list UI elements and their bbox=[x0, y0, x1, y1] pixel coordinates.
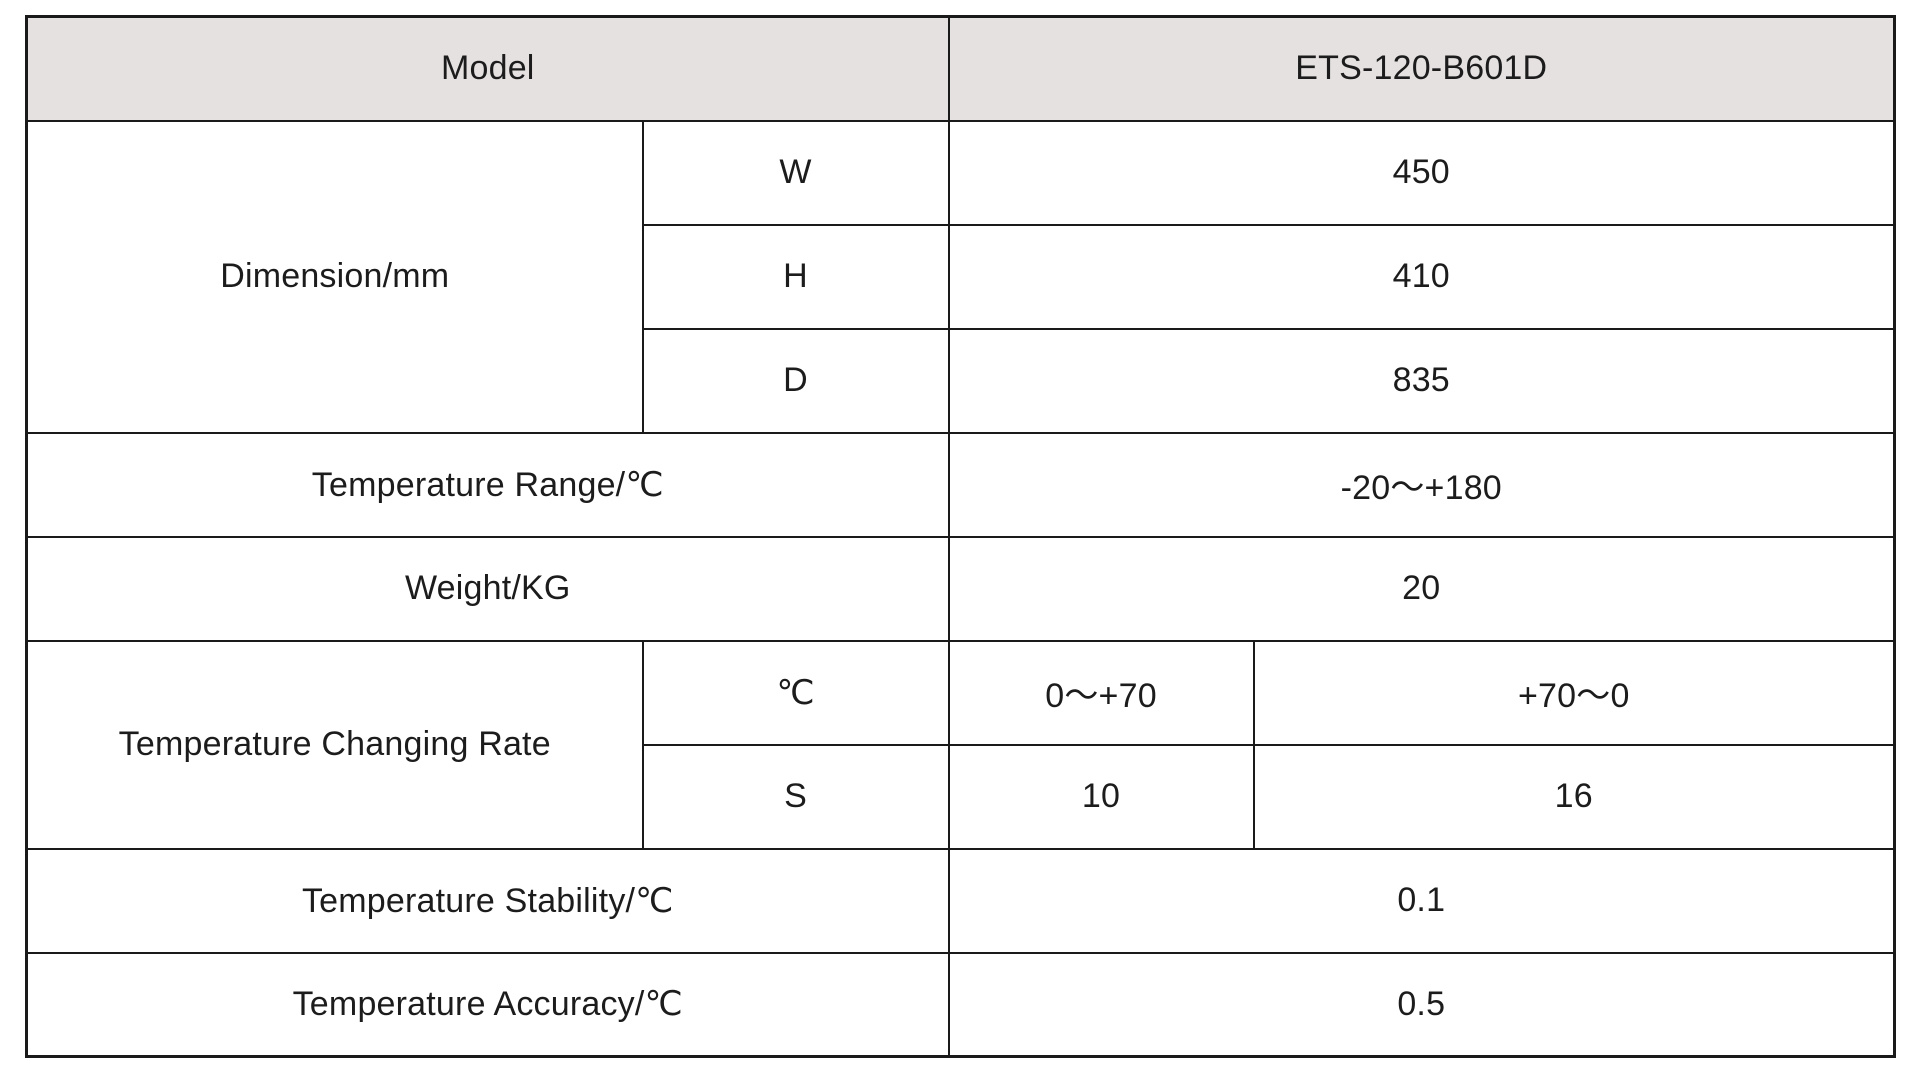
changing-rate-label-cell: Temperature Changing Rate bbox=[25, 639, 644, 850]
temperature-range-row: Temperature Range/℃ -20～+180 bbox=[25, 431, 1896, 538]
weight-value-cell: 20 bbox=[947, 535, 1896, 642]
stability-row: Temperature Stability/℃ 0.1 bbox=[25, 847, 1896, 954]
temperature-range-value-cell: -20～+180 bbox=[947, 431, 1896, 538]
spec-table: Model ETS-120-B601D Dimension/mm W 450 H… bbox=[25, 15, 1897, 1058]
temperature-range-label-cell: Temperature Range/℃ bbox=[25, 431, 950, 538]
stability-label-cell: Temperature Stability/℃ bbox=[25, 847, 950, 954]
changing-rate-seconds-col2: 16 bbox=[1252, 743, 1896, 850]
header-row: Model ETS-120-B601D bbox=[25, 15, 1896, 122]
changing-rate-celsius-col2: +70～0 bbox=[1252, 639, 1896, 746]
dimension-value-w: 450 bbox=[947, 119, 1896, 226]
changing-rate-unit-seconds: S bbox=[641, 743, 950, 850]
changing-rate-row-celsius: Temperature Changing Rate ℃ 0～+70 +70～0 bbox=[25, 639, 1896, 850]
weight-row: Weight/KG 20 bbox=[25, 535, 1896, 642]
dimension-value-h: 410 bbox=[947, 223, 1896, 330]
dimension-axis-d: D bbox=[641, 327, 950, 434]
changing-rate-celsius-col1: 0～+70 bbox=[947, 639, 1255, 746]
dimension-axis-h: H bbox=[641, 223, 950, 330]
weight-label-cell: Weight/KG bbox=[25, 535, 950, 642]
model-value-cell: ETS-120-B601D bbox=[947, 15, 1896, 122]
dimension-label-cell: Dimension/mm bbox=[25, 119, 644, 434]
accuracy-row: Temperature Accuracy/℃ 0.5 bbox=[25, 951, 1896, 1058]
changing-rate-row-seconds: S 10 16 bbox=[27, 743, 1896, 850]
accuracy-value-cell: 0.5 bbox=[947, 951, 1896, 1058]
changing-rate-unit-celsius: ℃ bbox=[641, 639, 950, 746]
changing-rate-seconds-col1: 10 bbox=[947, 743, 1255, 850]
stability-value-cell: 0.1 bbox=[947, 847, 1896, 954]
dimension-row-h: H 410 bbox=[27, 223, 1896, 330]
model-label-cell: Model bbox=[25, 15, 950, 122]
accuracy-label-cell: Temperature Accuracy/℃ bbox=[25, 951, 950, 1058]
dimension-row-d: D 835 bbox=[27, 327, 1896, 434]
dimension-axis-w: W bbox=[641, 119, 950, 226]
dimension-value-d: 835 bbox=[947, 327, 1896, 434]
dimension-row-w: Dimension/mm W 450 bbox=[25, 119, 1896, 434]
